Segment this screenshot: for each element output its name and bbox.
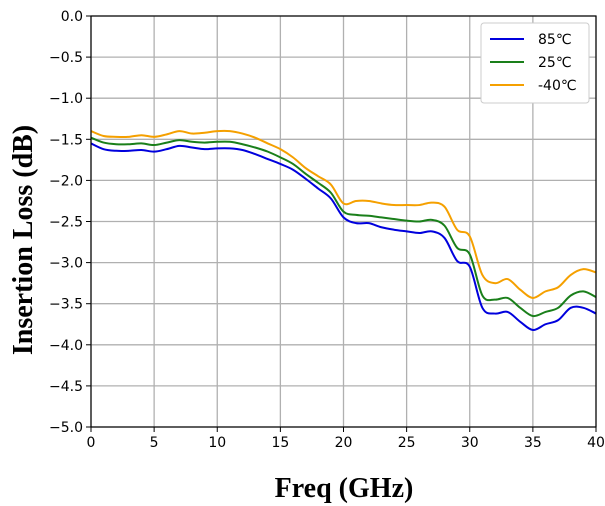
x-tick-label: 30 [461, 435, 479, 451]
y-tick-label: −1.5 [49, 132, 83, 148]
x-tick-label: 35 [524, 435, 542, 451]
legend: 85℃ 25℃ -40℃ [480, 22, 590, 104]
x-tick-label: 5 [150, 435, 159, 451]
series-line-1 [90, 142, 597, 332]
series-line-3 [90, 129, 597, 299]
legend-box [480, 22, 590, 104]
y-tick-label: −2.0 [49, 173, 83, 189]
series-lines [90, 129, 597, 332]
legend-label-1: 85℃ [538, 32, 572, 48]
y-tick-label: 0.0 [61, 9, 83, 25]
legend-label-3: -40℃ [538, 78, 577, 94]
x-tick-label: 25 [398, 435, 416, 451]
y-tick-label: −5.0 [49, 420, 83, 436]
x-tick-label: 15 [271, 435, 289, 451]
x-tick-label: 10 [208, 435, 226, 451]
x-tick-label: 20 [335, 435, 353, 451]
y-axis-label: Insertion Loss (dB) [8, 125, 39, 355]
x-axis-label: Freq (GHz) [275, 473, 414, 504]
y-tick-label: −4.0 [49, 338, 83, 354]
y-tick-label: −1.0 [49, 91, 83, 107]
series-line-2 [90, 136, 597, 318]
y-tick-label: −3.5 [49, 297, 83, 313]
legend-label-2: 25℃ [538, 55, 572, 71]
x-tick-label: 0 [87, 435, 96, 451]
axis-ticks: 0 5 10 15 20 25 30 35 40 0.0 −0.5 −1.0 −1.5 −2.0 −2.5 −… [49, 9, 605, 451]
grid [90, 15, 597, 428]
y-tick-label: −0.5 [49, 50, 83, 66]
y-tick-label: −2.5 [49, 215, 83, 231]
y-tick-label: −4.5 [49, 379, 83, 395]
x-tick-label: 40 [587, 435, 605, 451]
y-tick-label: −3.0 [49, 256, 83, 272]
